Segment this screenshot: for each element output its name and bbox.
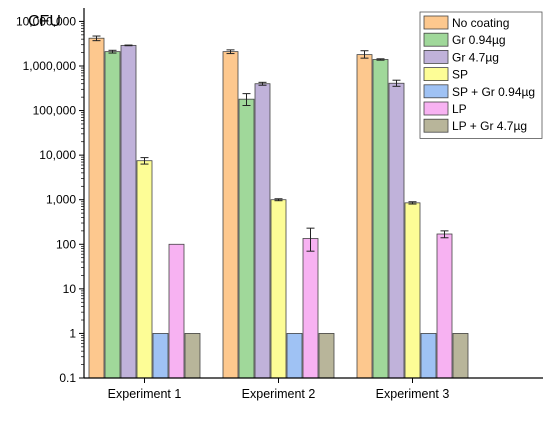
bar-gr-0-94-g-experiment-1 [104,51,121,379]
bar-lp-experiment-3 [436,233,453,379]
bar-gr-4-7-g-experiment-2 [254,83,271,379]
y-tick-label: 10 [63,282,77,296]
y-tick-label: 100 [56,237,76,251]
legend-label-no-coating: No coating [452,16,509,30]
bar-lp-gr-4-7-g-experiment-2 [318,333,335,379]
axes-layer [83,8,543,379]
bar-sp-gr-0-94-g-experiment-2 [286,333,303,379]
error-bars-layer [92,35,449,252]
bar-sp-gr-0-94-g-experiment-3 [420,333,437,379]
legend-swatch-no-coating [423,15,449,30]
bar-sp-gr-0-94-g-experiment-1 [152,333,169,379]
y-ticks-layer: 0.1 1 10 100 1,000 10,000 100,000 1,000,000 10,0… [16,14,84,385]
legend-swatch-sp-gr-0-94-g [423,84,449,99]
bar-gr-0-94-g-experiment-2 [238,98,255,379]
y-tick-label: 10,000,000 [16,14,76,28]
legend-label-lp: LP [452,102,467,116]
legend-label-lp-gr-4-7-g: LP + Gr 4.7µg [452,119,527,133]
bar-lp-gr-4-7-g-experiment-3 [452,333,469,379]
bar-gr-0-94-g-experiment-3 [372,59,389,379]
legend-swatch-gr-4-7-g [423,50,449,64]
bars-layer [88,37,469,379]
legend-label-gr-0-94-g: Gr 0.94µg [452,33,506,47]
bar-lp-experiment-2 [302,238,319,379]
bar-lp-experiment-1 [168,243,185,379]
y-tick-label: 10,000 [39,148,76,162]
legend-label-gr-4-7-g: Gr 4.7µg [452,50,499,64]
legend-swatch-sp [423,67,449,81]
legend-swatch-lp [423,101,449,116]
bar-gr-4-7-g-experiment-1 [120,44,137,379]
legend: No coating Gr 0.94µg Gr 4.7µg SP SP + Gr 0.9… [419,11,543,139]
bar-no-coating-experiment-3 [356,54,373,379]
y-tick-label: 100,000 [33,104,77,118]
y-tick-label: 1,000 [46,193,76,207]
legend-label-sp: SP [452,68,468,82]
bar-no-coating-experiment-2 [222,51,239,379]
x-category-label-experiment-3: Experiment 3 [376,387,450,401]
bar-gr-4-7-g-experiment-3 [388,82,405,379]
legend-swatch-gr-0-94-g [423,32,449,47]
x-category-label-experiment-1: Experiment 1 [108,387,182,401]
x-category-label-experiment-2: Experiment 2 [242,387,316,401]
x-categories-layer: Experiment 1 Experiment 2 Experiment 3 [108,378,450,401]
bar-sp-experiment-2 [270,199,287,379]
y-tick-label: 0.1 [59,371,76,385]
y-tick-label: 1,000,000 [23,59,77,73]
legend-swatch-lp-gr-4-7-g [423,118,449,133]
bar-sp-experiment-1 [136,160,153,379]
bar-sp-experiment-3 [404,202,421,379]
bar-lp-gr-4-7-g-experiment-1 [184,333,201,379]
y-axis-title: CFU [28,13,61,30]
bar-no-coating-experiment-1 [88,37,105,379]
y-tick-label: 1 [69,326,76,340]
legend-label-sp-gr-0-94-g: SP + Gr 0.94µg [452,85,535,99]
